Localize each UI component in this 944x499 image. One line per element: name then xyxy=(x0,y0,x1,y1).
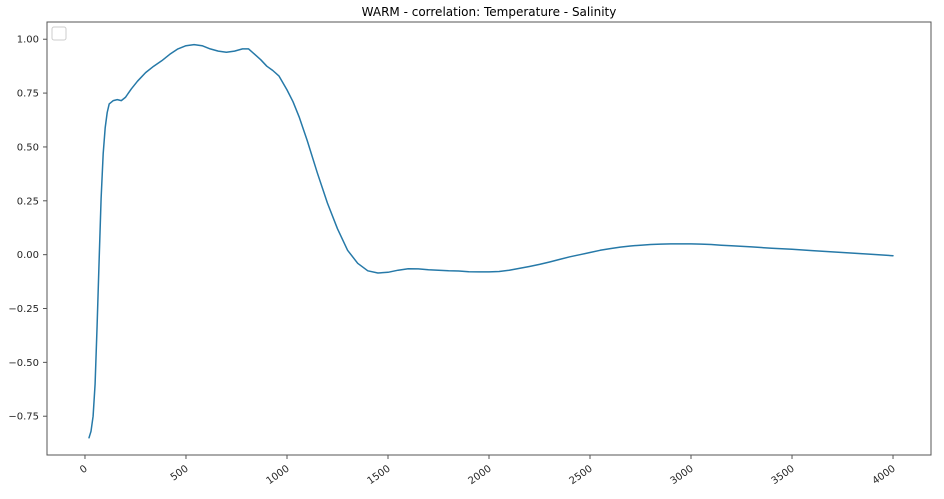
chart-title: WARM - correlation: Temperature - Salini… xyxy=(362,5,617,19)
y-tick-label: −0.75 xyxy=(8,412,39,423)
y-tick-label: −0.50 xyxy=(8,358,39,369)
legend-box xyxy=(51,26,67,41)
x-tick-label: 2000 xyxy=(467,463,494,487)
y-tick-label: 0.25 xyxy=(17,196,39,207)
x-tick-label: 1500 xyxy=(366,463,393,487)
x-tick-label: 2500 xyxy=(568,463,595,487)
y-tick-label: 1.00 xyxy=(17,35,39,46)
y-tick-label: 0.75 xyxy=(17,89,39,100)
x-tick-label: 500 xyxy=(169,463,191,483)
y-tick-label: −0.25 xyxy=(8,304,39,315)
x-tick-label: 0 xyxy=(78,463,90,476)
x-tick-label: 3000 xyxy=(669,463,696,487)
x-tick-label: 4000 xyxy=(871,463,898,487)
correlation-line xyxy=(88,43,894,439)
x-tick-label: 3500 xyxy=(770,463,797,487)
y-tick-label: 0.50 xyxy=(17,142,39,153)
y-tick-label: 0.00 xyxy=(17,250,39,261)
plot-border xyxy=(46,21,932,456)
x-tick-label: 1000 xyxy=(265,463,292,487)
plot-area: 1.00 0.75 0.50 0.25 0.00 −0.25 −0.50 −0.75 0 500 1… xyxy=(8,21,932,487)
